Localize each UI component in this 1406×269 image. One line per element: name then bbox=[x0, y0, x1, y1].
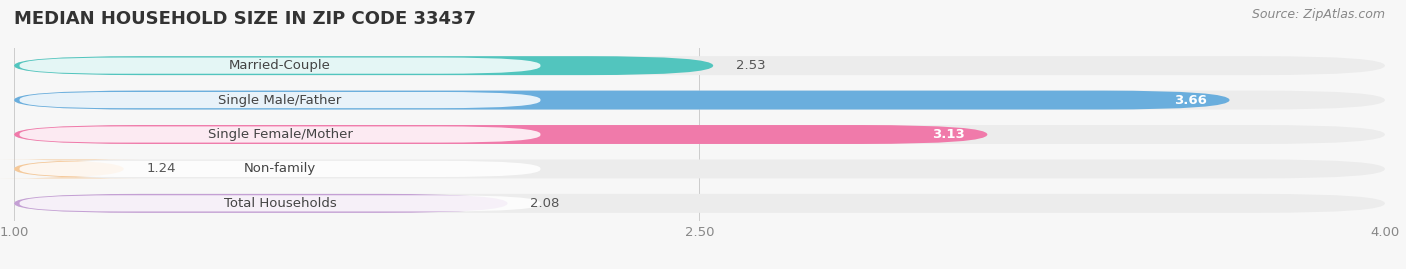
Text: Married-Couple: Married-Couple bbox=[229, 59, 330, 72]
FancyBboxPatch shape bbox=[20, 195, 540, 211]
FancyBboxPatch shape bbox=[14, 194, 508, 213]
FancyBboxPatch shape bbox=[20, 161, 540, 177]
FancyBboxPatch shape bbox=[20, 126, 540, 143]
FancyBboxPatch shape bbox=[14, 91, 1385, 109]
Text: Single Female/Mother: Single Female/Mother bbox=[208, 128, 353, 141]
Text: Source: ZipAtlas.com: Source: ZipAtlas.com bbox=[1251, 8, 1385, 21]
FancyBboxPatch shape bbox=[14, 56, 1385, 75]
Text: Non-family: Non-family bbox=[243, 162, 316, 175]
FancyBboxPatch shape bbox=[14, 56, 713, 75]
FancyBboxPatch shape bbox=[20, 58, 540, 74]
Text: MEDIAN HOUSEHOLD SIZE IN ZIP CODE 33437: MEDIAN HOUSEHOLD SIZE IN ZIP CODE 33437 bbox=[14, 10, 477, 28]
Text: 3.66: 3.66 bbox=[1174, 94, 1206, 107]
Text: 2.08: 2.08 bbox=[530, 197, 560, 210]
FancyBboxPatch shape bbox=[14, 194, 1385, 213]
Text: Total Households: Total Households bbox=[224, 197, 336, 210]
FancyBboxPatch shape bbox=[14, 160, 1385, 178]
Text: Single Male/Father: Single Male/Father bbox=[218, 94, 342, 107]
Text: 1.24: 1.24 bbox=[146, 162, 176, 175]
FancyBboxPatch shape bbox=[0, 160, 139, 178]
FancyBboxPatch shape bbox=[20, 92, 540, 108]
Text: 2.53: 2.53 bbox=[737, 59, 766, 72]
FancyBboxPatch shape bbox=[14, 125, 1385, 144]
FancyBboxPatch shape bbox=[14, 125, 987, 144]
Text: 3.13: 3.13 bbox=[932, 128, 965, 141]
FancyBboxPatch shape bbox=[14, 91, 1229, 109]
